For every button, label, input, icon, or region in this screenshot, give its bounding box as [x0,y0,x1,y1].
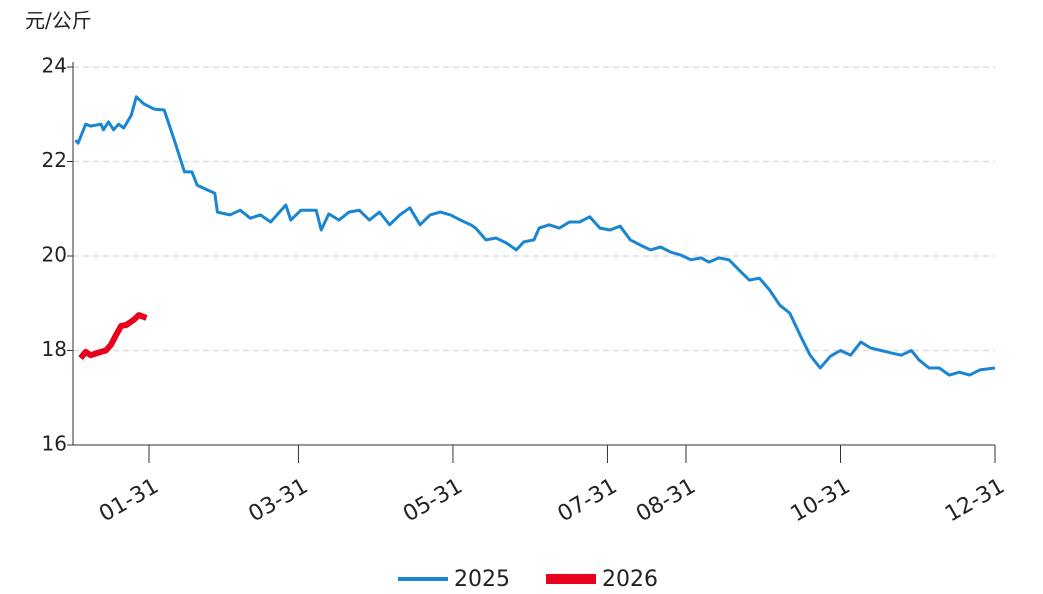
x-tick-label: 10-31 [787,474,855,528]
y-tick-label: 18 [42,337,67,361]
y-tick-label: 24 [42,54,67,78]
y-axis-label: 元/公斤 [25,9,92,33]
x-tick-label: 07-31 [554,474,622,528]
line-series [78,312,148,361]
line-series [74,95,996,377]
legend-swatch [546,574,596,584]
x-tick-label: 03-31 [245,474,313,528]
legend-label: 2025 [454,567,510,592]
x-tick-label: 05-31 [399,474,467,528]
x-tick-label: 12-31 [941,474,1009,528]
y-tick-label: 20 [42,243,67,267]
legend-label: 2026 [602,567,658,592]
y-tick-label: 16 [42,432,67,456]
y-tick-label: 22 [42,148,67,172]
legend-swatch [398,577,448,581]
x-tick-label: 01-31 [95,474,163,528]
x-tick-label: 08-31 [632,474,700,528]
